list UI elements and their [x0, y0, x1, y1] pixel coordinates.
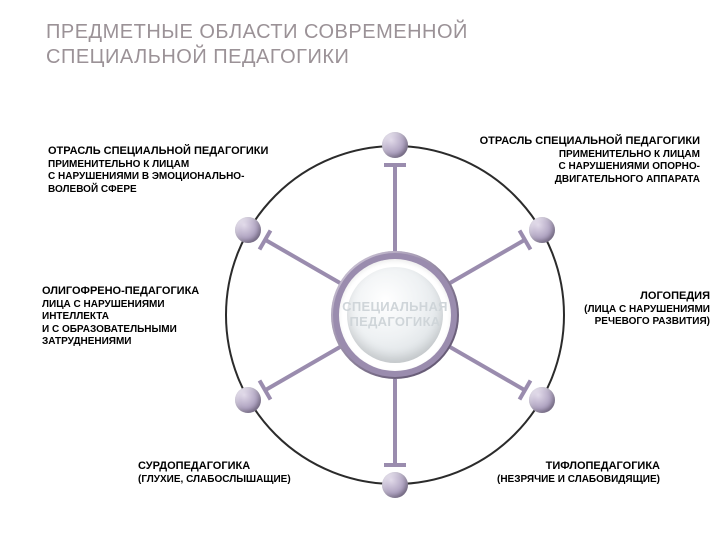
page-title: ПРЕДМЕТНЫЕ ОБЛАСТИ СОВРЕМЕННОЙ СПЕЦИАЛЬН… [46, 20, 546, 70]
label-top-right-sub: ПРИМЕНИТЕЛЬНО К ЛИЦАМ С НАРУШЕНИЯМИ ОПОР… [475, 149, 700, 187]
spoke-cap [384, 163, 406, 167]
label-bot_right_sub: (НЕЗРЯЧИЕ И СЛАБОВИДЯЩИЕ) [460, 474, 660, 487]
label-top-right-title: ОТРАСЛЬ СПЕЦИАЛЬНОЙ ПЕДАГОГИКИ [475, 135, 700, 149]
label-bot-right-title: ТИФЛОПЕДАГОГИКА [460, 460, 660, 474]
orbit-node [235, 387, 261, 413]
label-mid-right-sub: (ЛИЦА С НАРУШЕНИЯМИ РЕЧЕВОГО РАЗВИТИЯ) [560, 304, 710, 329]
label-bot-left-title: СУРДОПЕДАГОГИКА [138, 460, 338, 474]
orbit-node [235, 217, 261, 243]
center-label-line2: ПЕДАГОГИКА [349, 314, 440, 329]
spoke-line [393, 165, 397, 251]
orbit-node [382, 132, 408, 158]
spoke-line [393, 379, 397, 465]
label-bot-left: СУРДОПЕДАГОГИКА (ГЛУХИЕ, СЛАБОСЛЫШАЩИЕ) [138, 460, 338, 486]
label-top-left-sub: ПРИМЕНИТЕЛЬНО К ЛИЦАМ С НАРУШЕНИЯМИ В ЭМ… [48, 159, 278, 197]
label-mid-left: ОЛИГОФРЕНО-ПЕДАГОГИКА ЛИЦА С НАРУШЕНИЯМИ… [42, 285, 227, 349]
radial-diagram: СПЕЦИАЛЬНАЯ ПЕДАГОГИКА ОТРАСЛЬ СПЕЦИАЛЬН… [0, 80, 720, 540]
spoke-cap [384, 463, 406, 467]
label-top-right: ОТРАСЛЬ СПЕЦИАЛЬНОЙ ПЕДАГОГИКИ ПРИМЕНИТЕ… [475, 135, 700, 186]
label-mid-left-sub: ЛИЦА С НАРУШЕНИЯМИ ИНТЕЛЛЕКТА И С ОБРАЗО… [42, 299, 227, 349]
label-mid-right: ЛОГОПЕДИЯ (ЛИЦА С НАРУШЕНИЯМИ РЕЧЕВОГО Р… [560, 290, 710, 329]
center-label: СПЕЦИАЛЬНАЯ ПЕДАГОГИКА [342, 300, 448, 330]
orbit-node [529, 217, 555, 243]
label-mid-left-title: ОЛИГОФРЕНО-ПЕДАГОГИКА [42, 285, 227, 299]
label-top-left: ОТРАСЛЬ СПЕЦИАЛЬНОЙ ПЕДАГОГИКИ ПРИМЕНИТЕ… [48, 145, 278, 196]
center-label-line1: СПЕЦИАЛЬНАЯ [342, 299, 448, 314]
label-bot-right: ТИФЛОПЕДАГОГИКА (НЕЗРЯЧИЕ И СЛАБОВИДЯЩИЕ… [460, 460, 660, 486]
label-mid-right-title: ЛОГОПЕДИЯ [560, 290, 710, 304]
center-inner-disc: СПЕЦИАЛЬНАЯ ПЕДАГОГИКА [347, 267, 443, 363]
orbit-node [382, 472, 408, 498]
orbit-node [529, 387, 555, 413]
label-top-left-title: ОТРАСЛЬ СПЕЦИАЛЬНОЙ ПЕДАГОГИКИ [48, 145, 278, 159]
label-bot-left-sub: (ГЛУХИЕ, СЛАБОСЛЫШАЩИЕ) [138, 474, 338, 487]
